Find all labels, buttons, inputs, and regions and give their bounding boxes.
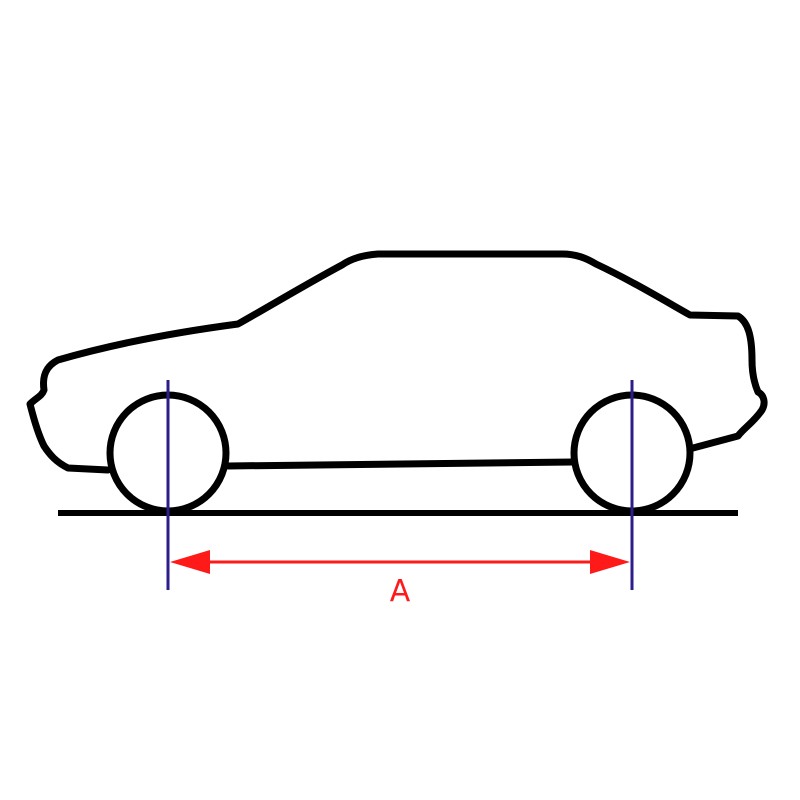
left-arrowhead <box>170 550 210 574</box>
car-sill-line <box>224 458 577 470</box>
right-arrowhead <box>590 550 630 574</box>
car-body-outline <box>26 250 768 474</box>
wheelbase-label: A <box>390 574 411 609</box>
